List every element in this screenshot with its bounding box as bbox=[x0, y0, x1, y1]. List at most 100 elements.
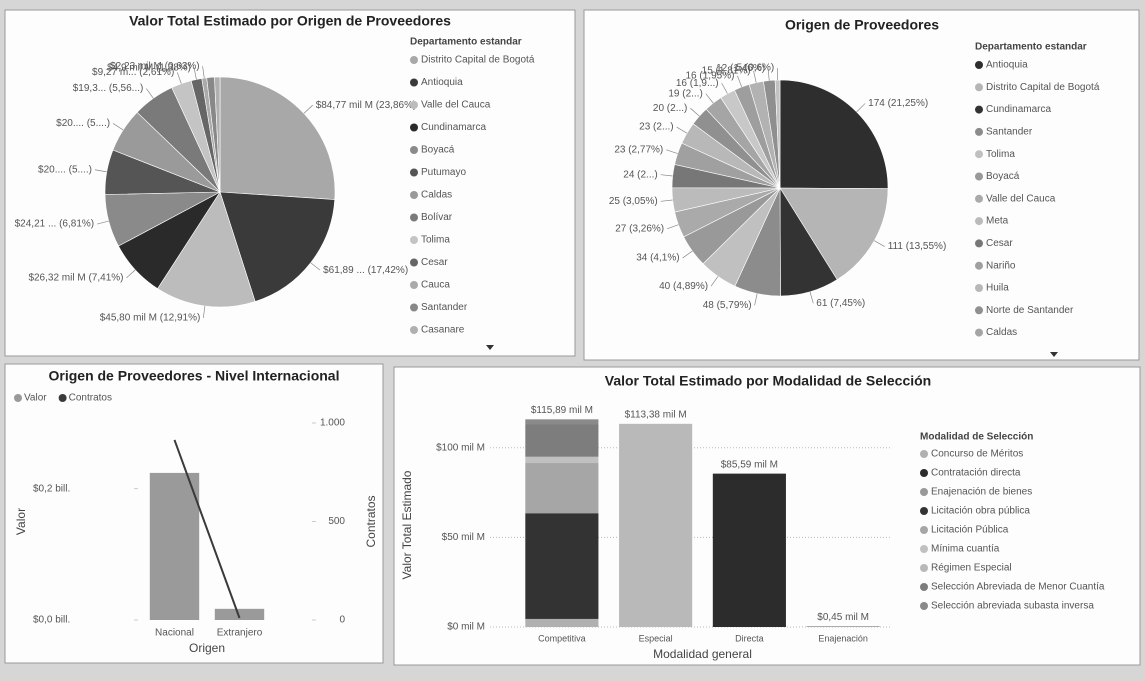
x-tick-label: Competitiva bbox=[538, 633, 586, 643]
bar-segment bbox=[806, 626, 880, 627]
data-label: 61 (7,45%) bbox=[816, 298, 865, 309]
y2-tick-label: 1.000 bbox=[320, 418, 345, 429]
legend-swatch bbox=[410, 236, 418, 244]
data-label: 174 (21,25%) bbox=[868, 98, 928, 109]
data-label: $45,80 mil M (12,91%) bbox=[100, 313, 201, 324]
leader-line bbox=[809, 291, 814, 304]
legend-swatch bbox=[920, 488, 928, 496]
bar-segment bbox=[525, 513, 599, 619]
data-label: 16 (1,95%) bbox=[686, 70, 735, 81]
legend-label: Valle del Cauca bbox=[986, 193, 1056, 204]
legend-label: Casanare bbox=[421, 325, 465, 336]
legend-swatch bbox=[410, 168, 418, 177]
data-label: $26,32 mil M (7,41%) bbox=[28, 273, 123, 284]
leader-line bbox=[146, 88, 154, 99]
legend-label: Boyacá bbox=[421, 145, 455, 156]
scroll-arrow bbox=[1050, 352, 1058, 357]
scroll-arrow bbox=[486, 345, 494, 350]
leader-line bbox=[753, 70, 757, 83]
leader-line bbox=[710, 276, 719, 287]
legend-label: Cundinamarca bbox=[421, 122, 486, 133]
data-label: 27 (3,26%) bbox=[615, 223, 664, 234]
data-label: 5 (0,6%) bbox=[736, 63, 774, 74]
chart-title: Origen de Proveedores bbox=[785, 17, 939, 33]
legend-swatch bbox=[410, 101, 418, 109]
leader-line bbox=[754, 293, 758, 306]
data-label: 34 (4,1%) bbox=[636, 253, 679, 264]
legend-label: Cesar bbox=[421, 257, 448, 268]
legend-swatch bbox=[410, 56, 418, 64]
leader-line bbox=[682, 250, 693, 259]
leader-line bbox=[97, 220, 109, 225]
data-label: 23 (2,77%) bbox=[614, 144, 663, 155]
data-label: $24,21 ... (6,81%) bbox=[15, 219, 95, 230]
y-axis-title: Valor Total Estimado bbox=[400, 470, 414, 579]
legend-swatch bbox=[410, 213, 418, 222]
y-tick-label: $100 mil M bbox=[436, 442, 485, 453]
leader-line bbox=[690, 107, 700, 117]
x-tick-label: Enajenación bbox=[818, 633, 868, 643]
legend-swatch bbox=[975, 172, 983, 181]
data-label: 20 (2...) bbox=[653, 103, 687, 114]
legend-swatch bbox=[920, 564, 928, 572]
chart-title: Origen de Proveedores - Nivel Internacio… bbox=[49, 368, 340, 384]
total-label: $85,59 mil M bbox=[721, 459, 778, 470]
legend-label: Régimen Especial bbox=[931, 563, 1012, 574]
legend-swatch bbox=[920, 526, 928, 534]
legend-label: Cesar bbox=[986, 238, 1013, 249]
leader-line bbox=[856, 103, 866, 113]
legend-label: Valor bbox=[24, 393, 47, 404]
legend-title: Departamento estandar bbox=[975, 42, 1087, 53]
bar bbox=[214, 608, 265, 620]
leader-line bbox=[767, 68, 770, 81]
y2-tick-label: 0 bbox=[339, 615, 345, 626]
data-label: $2,23 mil M (0,63%) bbox=[110, 61, 199, 72]
legend-label: Mínima cuantía bbox=[931, 544, 1000, 555]
bar-segment bbox=[525, 419, 599, 425]
bar-segment bbox=[619, 423, 693, 627]
legend-swatch bbox=[410, 303, 418, 312]
y2-tick-label: 500 bbox=[328, 516, 345, 527]
data-label: 111 (13,55%) bbox=[888, 241, 947, 252]
y-tick-label: $0,2 bill. bbox=[33, 483, 70, 494]
legend-label: Boyacá bbox=[986, 171, 1020, 182]
legend-label: Cauca bbox=[421, 280, 450, 291]
legend-label: Selección Abreviada de Menor Cuantía bbox=[931, 582, 1105, 593]
legend-swatch bbox=[410, 326, 418, 334]
legend-label: Tolima bbox=[421, 235, 450, 246]
data-label: 23 (2...) bbox=[639, 122, 673, 133]
y-axis-title: Valor bbox=[14, 508, 28, 535]
leader-line bbox=[666, 149, 678, 154]
legend-swatch bbox=[975, 284, 983, 292]
legend-swatch bbox=[975, 83, 983, 92]
legend-label: Distrito Capital de Bogotá bbox=[986, 82, 1100, 93]
data-label: 48 (5,79%) bbox=[703, 300, 752, 311]
leader-line bbox=[676, 126, 688, 134]
leader-line bbox=[176, 72, 182, 84]
total-label: $113,38 mil M bbox=[625, 409, 687, 420]
x-tick-label: Extranjero bbox=[217, 628, 263, 639]
legend-swatch bbox=[410, 258, 418, 267]
data-label: $20.... (5....) bbox=[56, 118, 110, 129]
data-label: $9,27 m... (2,61%) bbox=[92, 67, 174, 78]
legend-swatch bbox=[975, 150, 983, 159]
legend-label: Licitación Pública bbox=[931, 525, 1009, 536]
total-label: $115,89 mil M bbox=[531, 405, 593, 416]
y-tick-label: $0 mil M bbox=[447, 622, 485, 633]
legend-label: Bolívar bbox=[421, 212, 453, 223]
bar-segment bbox=[525, 618, 599, 627]
legend-title: Departamento estandar bbox=[410, 37, 522, 48]
bar bbox=[149, 472, 200, 620]
bar-segment bbox=[525, 456, 599, 464]
legend-swatch bbox=[975, 194, 983, 203]
legend-swatch bbox=[920, 507, 928, 515]
legend-swatch bbox=[920, 602, 928, 610]
data-label: $84,77 mil M (23,86%) bbox=[316, 100, 417, 111]
leader-line bbox=[737, 75, 743, 88]
x-tick-label: Directa bbox=[735, 633, 764, 643]
x-axis-title: Modalidad general bbox=[653, 647, 752, 661]
data-label: $20.... (5....) bbox=[38, 164, 92, 175]
legend-swatch bbox=[410, 78, 418, 87]
legend-swatch bbox=[920, 450, 928, 458]
legend-label: Concurso de Méritos bbox=[931, 449, 1023, 460]
